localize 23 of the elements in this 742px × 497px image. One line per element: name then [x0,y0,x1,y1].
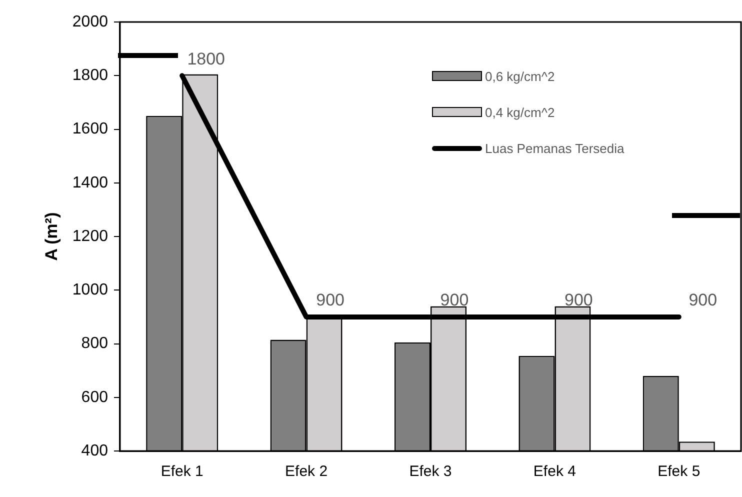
y-tick-label: 1200 [72,228,108,245]
y-tick-label: 1600 [72,120,108,138]
data-label: 900 [316,290,344,310]
data-label: 1800 [187,49,226,68]
x-tick-label: Efek 3 [409,463,452,480]
data-label: 900 [440,290,469,310]
y-tick-label: 2000 [72,13,108,30]
data-label: 900 [688,290,718,310]
x-tick-label: Efek 2 [285,463,328,480]
y-tick-label: 1400 [72,174,108,192]
y-tick-label: 1800 [72,67,108,84]
y-tick-label: 600 [81,388,108,406]
x-tick-label: Efek 4 [533,463,576,480]
legend-label: Luas Pemanas Tersedia [485,140,624,156]
y-tick-label: 800 [81,335,108,352]
y-tick-label: 1000 [72,282,108,299]
data-label: 900 [564,290,593,310]
x-tick-label: Efek 1 [160,463,204,480]
legend-label: 0,6 kg/cm^2 [485,68,555,84]
x-tick-label: Efek 5 [658,463,700,480]
legend-label: 0,4 kg/cm^2 [485,104,555,120]
y-axis-title: A (m²) [42,212,61,261]
y-tick-label: 400 [81,442,108,460]
